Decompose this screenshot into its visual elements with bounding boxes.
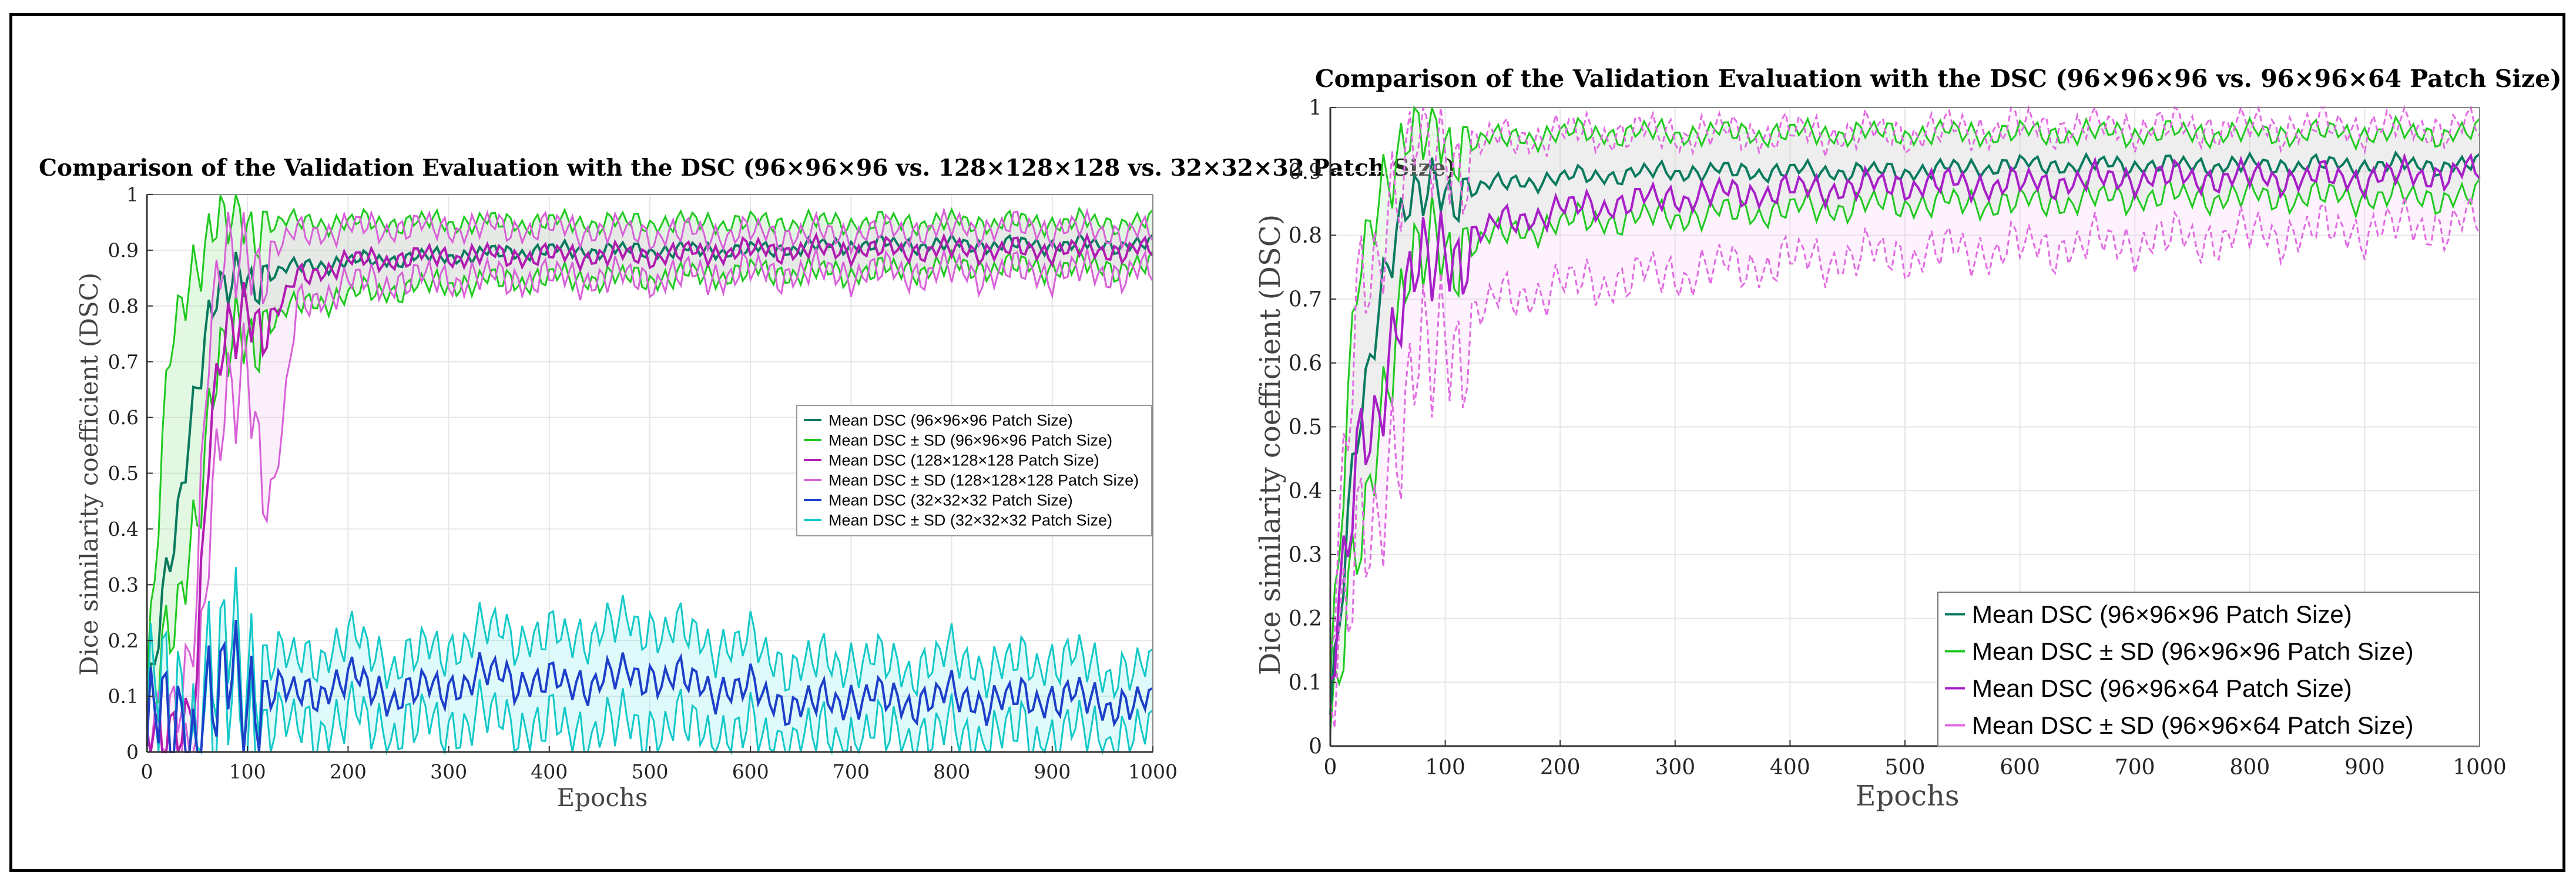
x-tick-label: 0 <box>141 760 153 783</box>
x-tick-label: 400 <box>531 760 568 783</box>
legend-label: Mean DSC ± SD (96×96×64 Patch Size) <box>1972 711 2413 739</box>
y-tick-label: 0.3 <box>1289 543 1322 568</box>
x-tick-label: 600 <box>732 760 769 783</box>
y-tick-label: 0 <box>1309 735 1322 759</box>
legend-label: Mean DSC (96×96×64 Patch Size) <box>1972 674 2352 702</box>
y-tick-label: 0.5 <box>1289 415 1322 439</box>
x-tick-label: 300 <box>1655 756 1695 780</box>
y-tick-label: 0.5 <box>108 462 139 485</box>
legend-label: Mean DSC (96×96×96 Patch Size) <box>1972 600 2352 628</box>
y-tick-label: 0.6 <box>108 406 139 429</box>
y-axis-label: Dice similarity coefficient (DSC) <box>75 273 103 676</box>
x-tick-label: 900 <box>1034 760 1071 783</box>
y-axis-label: Dice similarity coefficient (DSC) <box>1254 214 1287 675</box>
x-tick-label: 200 <box>1540 756 1581 780</box>
y-tick-label: 1 <box>1309 96 1322 120</box>
legend-label: Mean DSC ± SD (96×96×96 Patch Size) <box>829 431 1112 449</box>
y-tick-label: 0.3 <box>108 573 139 596</box>
y-tick-label: 0.4 <box>108 518 139 540</box>
chart-title: Comparison of the Validation Evaluation … <box>39 155 1457 182</box>
sd-upper-line <box>146 207 1154 754</box>
sd-upper-line <box>1329 105 2481 683</box>
sd-lower-line <box>1329 193 2481 728</box>
axis-layer <box>146 194 1153 753</box>
legend-label: Mean DSC (128×128×128 Patch Size) <box>829 451 1099 469</box>
x-tick-label: 200 <box>330 760 367 783</box>
legend-label: Mean DSC ± SD (128×128×128 Patch Size) <box>829 471 1139 489</box>
legend-label: Mean DSC ± SD (96×96×96 Patch Size) <box>1972 637 2413 665</box>
y-tick-label: 0.2 <box>1289 607 1322 631</box>
series-layer <box>146 194 1154 756</box>
y-tick-label: 0.1 <box>1289 671 1322 695</box>
x-tick-label: 500 <box>1885 756 1926 780</box>
y-tick-label: 0.1 <box>108 685 139 708</box>
legend-item: Mean DSC (32×32×32 Patch Size) <box>804 491 1073 509</box>
legend-item: Mean DSC (96×96×96 Patch Size) <box>1945 600 2352 628</box>
legend-label: Mean DSC (32×32×32 Patch Size) <box>829 491 1073 509</box>
x-tick-label: 100 <box>1425 756 1465 780</box>
mean-line <box>146 231 1154 753</box>
mean-line <box>1329 152 2481 681</box>
mean-line <box>1329 150 2481 714</box>
series-layer <box>1329 105 2481 734</box>
legend-box <box>1937 592 2480 747</box>
y-tick-label: 0.7 <box>1289 288 1322 312</box>
x-tick-label: 600 <box>2000 756 2040 780</box>
x-tick-label: 300 <box>430 760 467 783</box>
y-tick-label: 0.4 <box>1289 479 1322 503</box>
y-tick-label: 0.8 <box>108 294 139 317</box>
sd-lower-line <box>1329 174 2481 734</box>
y-tick-label: 0.6 <box>1289 351 1322 375</box>
legend-item: Mean DSC ± SD (128×128×128 Patch Size) <box>804 471 1139 489</box>
legend: Mean DSC (96×96×96 Patch Size) Mean DSC ±… <box>1937 592 2480 747</box>
legend-item: Mean DSC (96×96×96 Patch Size) <box>804 411 1073 429</box>
x-tick-label: 500 <box>632 760 669 783</box>
sd-band <box>1330 108 2480 728</box>
figure-frame <box>9 13 2565 872</box>
x-tick-label: 700 <box>833 760 870 783</box>
sd-lower-line <box>146 248 1154 753</box>
y-tick-label: 0.9 <box>108 239 139 261</box>
legend: Mean DSC (96×96×96 Patch Size) Mean DSC ±… <box>796 405 1152 536</box>
y-tick-label: 0.7 <box>108 350 139 373</box>
axis-layer <box>1329 107 2480 747</box>
y-tick-label: 0.2 <box>108 629 139 652</box>
x-axis-label: Epochs <box>557 783 648 812</box>
y-tick-label: 1 <box>126 183 139 206</box>
sd-upper-line <box>146 567 1153 755</box>
y-tick-label: 0 <box>126 741 139 764</box>
x-tick-label: 900 <box>2344 756 2385 780</box>
sd-band <box>1330 108 2480 734</box>
x-tick-label: 1000 <box>1128 760 1178 783</box>
legend-item: Mean DSC ± SD (96×96×96 Patch Size) <box>1945 637 2413 665</box>
legend-item: Mean DSC ± SD (32×32×32 Patch Size) <box>804 511 1112 529</box>
legend-item: Mean DSC (128×128×128 Patch Size) <box>804 451 1099 469</box>
legend-label: Mean DSC ± SD (32×32×32 Patch Size) <box>829 511 1112 529</box>
x-tick-labels: 0 100 200 300 400 500 600 700 800 900 1000 <box>1324 756 2507 780</box>
x-tick-label: 800 <box>933 760 970 783</box>
x-tick-label: 1000 <box>2453 756 2507 780</box>
y-tick-label: 0.8 <box>1289 224 1322 248</box>
legend-box <box>796 405 1152 536</box>
x-tick-label: 100 <box>229 760 266 783</box>
y-tick-labels: 0 0.1 0.2 0.3 0.4 0.5 0.6 0.7 0.8 0.9 1 <box>108 183 139 764</box>
legend-label: Mean DSC (96×96×96 Patch Size) <box>829 411 1073 429</box>
sd-upper-line <box>1329 105 2481 650</box>
sd-band-layer <box>1330 108 2480 734</box>
x-tick-labels: 0 100 200 300 400 500 600 700 800 900 1000 <box>141 760 1178 783</box>
y-tick-label: 0.9 <box>1289 160 1322 184</box>
chart-title: Comparison of the Validation Evaluation … <box>1315 65 2562 93</box>
x-tick-label: 0 <box>1324 756 1337 780</box>
x-axis-label: Epochs <box>1855 780 1959 813</box>
legend-item: Mean DSC (96×96×64 Patch Size) <box>1945 674 2352 702</box>
mean-line <box>146 619 1153 753</box>
legend-item: Mean DSC ± SD (96×96×64 Patch Size) <box>1945 711 2413 739</box>
legend-item: Mean DSC ± SD (96×96×96 Patch Size) <box>804 431 1112 449</box>
x-tick-label: 400 <box>1770 756 1810 780</box>
x-tick-label: 800 <box>2229 756 2270 780</box>
x-tick-label: 700 <box>2115 756 2155 780</box>
y-tick-labels: 0 0.1 0.2 0.3 0.4 0.5 0.6 0.7 0.8 0.9 1 <box>1289 96 1322 759</box>
